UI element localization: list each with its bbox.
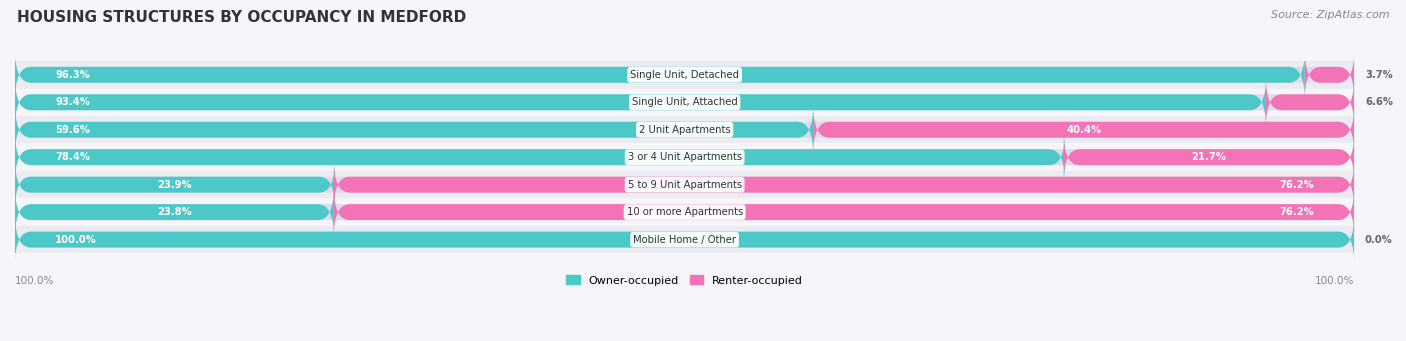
Text: 6.6%: 6.6%	[1365, 97, 1393, 107]
Text: 3.7%: 3.7%	[1365, 70, 1393, 80]
Text: 23.8%: 23.8%	[157, 207, 191, 217]
Text: 100.0%: 100.0%	[15, 277, 55, 286]
FancyBboxPatch shape	[15, 160, 1354, 210]
FancyBboxPatch shape	[15, 132, 1354, 182]
Text: 96.3%: 96.3%	[55, 70, 90, 80]
Text: 23.9%: 23.9%	[157, 180, 193, 190]
FancyBboxPatch shape	[813, 105, 1354, 155]
Text: Mobile Home / Other: Mobile Home / Other	[633, 235, 737, 244]
Text: 5 to 9 Unit Apartments: 5 to 9 Unit Apartments	[627, 180, 742, 190]
FancyBboxPatch shape	[1305, 50, 1354, 100]
FancyBboxPatch shape	[15, 187, 1354, 237]
FancyBboxPatch shape	[15, 160, 335, 210]
Text: 40.4%: 40.4%	[1066, 125, 1101, 135]
Bar	[15, 61, 1354, 89]
Text: Single Unit, Detached: Single Unit, Detached	[630, 70, 740, 80]
FancyBboxPatch shape	[15, 50, 1354, 100]
Bar	[15, 89, 1354, 116]
Text: Source: ZipAtlas.com: Source: ZipAtlas.com	[1271, 10, 1389, 20]
Text: HOUSING STRUCTURES BY OCCUPANCY IN MEDFORD: HOUSING STRUCTURES BY OCCUPANCY IN MEDFO…	[17, 10, 467, 25]
Text: 100.0%: 100.0%	[55, 235, 97, 244]
FancyBboxPatch shape	[1265, 77, 1354, 127]
FancyBboxPatch shape	[15, 77, 1265, 127]
FancyBboxPatch shape	[15, 105, 813, 155]
Text: 0.0%: 0.0%	[1365, 235, 1393, 244]
Bar	[15, 171, 1354, 198]
FancyBboxPatch shape	[15, 214, 1354, 265]
FancyBboxPatch shape	[333, 187, 1354, 237]
Bar	[15, 226, 1354, 253]
Text: 10 or more Apartments: 10 or more Apartments	[627, 207, 742, 217]
Text: 76.2%: 76.2%	[1279, 207, 1315, 217]
Legend: Owner-occupied, Renter-occupied: Owner-occupied, Renter-occupied	[562, 271, 807, 290]
FancyBboxPatch shape	[15, 50, 1305, 100]
Text: 59.6%: 59.6%	[55, 125, 90, 135]
Bar	[15, 198, 1354, 226]
Text: Single Unit, Attached: Single Unit, Attached	[631, 97, 738, 107]
Text: 21.7%: 21.7%	[1191, 152, 1226, 162]
Text: 3 or 4 Unit Apartments: 3 or 4 Unit Apartments	[627, 152, 742, 162]
Text: 78.4%: 78.4%	[55, 152, 90, 162]
Text: 100.0%: 100.0%	[1315, 277, 1354, 286]
Text: 2 Unit Apartments: 2 Unit Apartments	[638, 125, 731, 135]
Bar	[15, 116, 1354, 144]
FancyBboxPatch shape	[333, 160, 1354, 210]
FancyBboxPatch shape	[1064, 132, 1354, 182]
FancyBboxPatch shape	[15, 214, 1354, 265]
Bar	[15, 144, 1354, 171]
FancyBboxPatch shape	[15, 132, 1064, 182]
FancyBboxPatch shape	[15, 77, 1354, 127]
FancyBboxPatch shape	[15, 187, 333, 237]
Text: 76.2%: 76.2%	[1279, 180, 1315, 190]
FancyBboxPatch shape	[15, 105, 1354, 155]
Text: 93.4%: 93.4%	[55, 97, 90, 107]
